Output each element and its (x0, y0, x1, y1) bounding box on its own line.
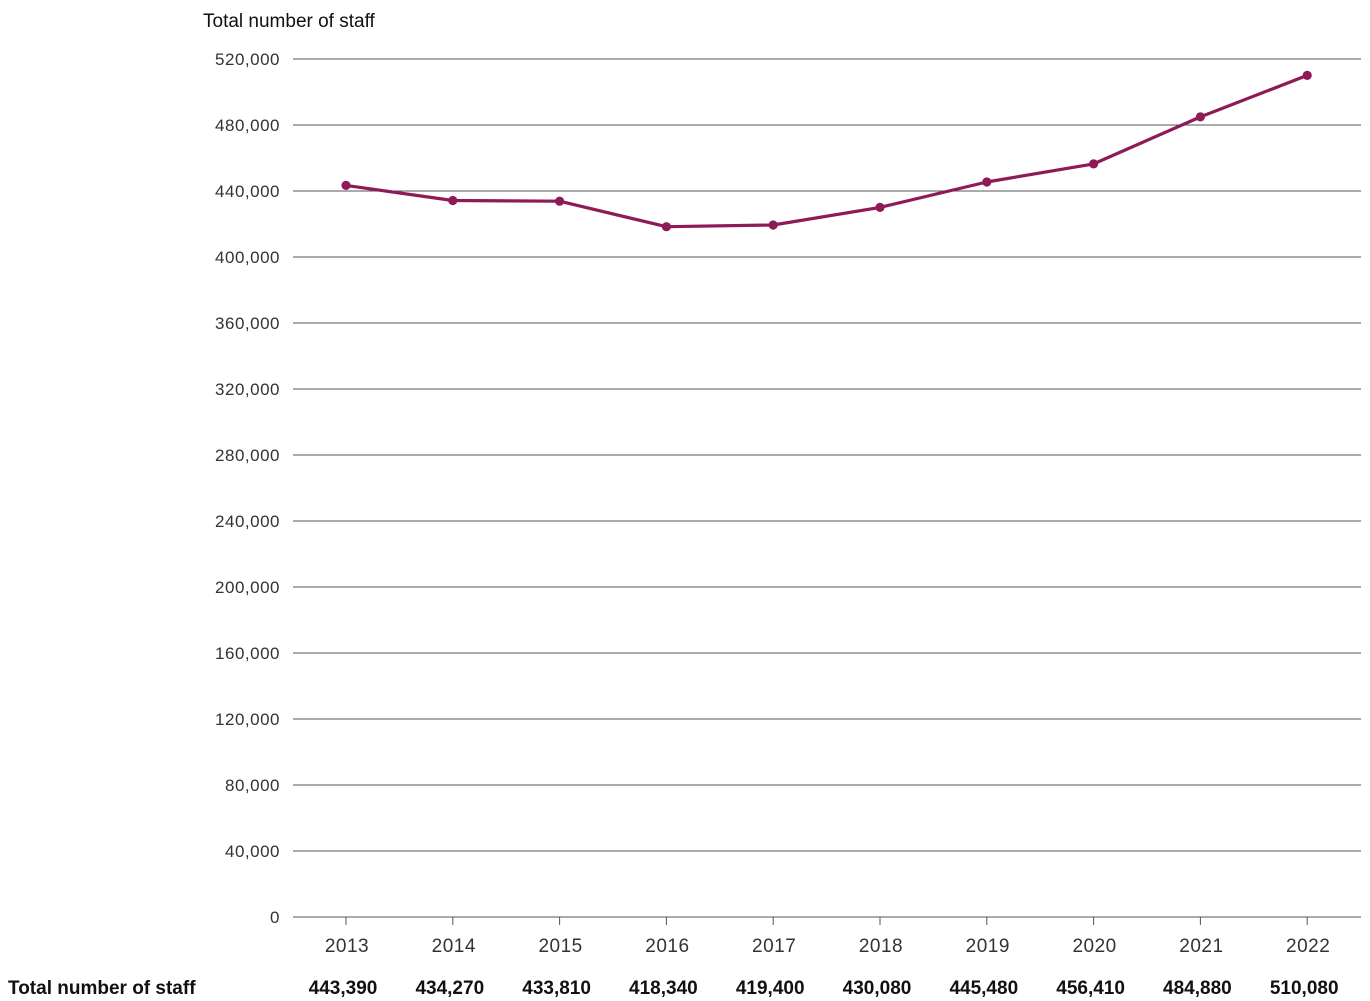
data-point (875, 202, 885, 212)
x-tick-label: 2015 (538, 936, 582, 957)
y-tick-label: 400,000 (215, 248, 280, 267)
x-tick-label: 2017 (752, 936, 796, 957)
y-tick-label: 520,000 (215, 50, 280, 69)
y-tick-label: 280,000 (215, 446, 280, 465)
table-value: 433,810 (522, 978, 591, 999)
y-axis-title: Total number of staff (203, 11, 376, 32)
data-point (448, 195, 458, 206)
table-value: 445,480 (949, 978, 1018, 999)
x-tick-label: 2016 (645, 936, 689, 957)
x-tick-label: 2020 (1072, 936, 1116, 957)
x-tick-label: 2022 (1286, 936, 1330, 957)
gridlines (293, 58, 1361, 852)
y-tick-label: 480,000 (215, 116, 280, 135)
x-tick-label: 2018 (859, 936, 903, 957)
table-value: 419,400 (736, 978, 805, 999)
data-point (1302, 70, 1312, 80)
data-point (1089, 159, 1099, 169)
table-value: 418,340 (629, 978, 698, 999)
table-value: 456,410 (1056, 978, 1125, 999)
data-table: Total number of staff 443,390 434,270 433,… (8, 978, 1339, 999)
y-tick-label: 160,000 (215, 644, 280, 663)
table-value: 434,270 (415, 978, 484, 999)
y-tick-label: 80,000 (225, 776, 280, 795)
table-value: 430,080 (843, 978, 912, 999)
y-axis-ticks: 0 40,000 80,000 120,000 160,000 200,000 240,00… (215, 50, 280, 927)
y-tick-label: 320,000 (215, 380, 280, 399)
data-point (768, 220, 778, 230)
x-axis: 2013 2014 2015 2016 2017 2018 2019 2020 2021 2022 (293, 916, 1361, 957)
table-row-label: Total number of staff (8, 978, 196, 999)
data-point (661, 222, 672, 232)
x-tick-label: 2019 (966, 936, 1010, 957)
table-value: 510,080 (1270, 978, 1339, 999)
y-tick-label: 120,000 (215, 710, 280, 729)
table-value: 443,390 (309, 978, 378, 999)
data-point (341, 180, 351, 190)
x-tick-label: 2021 (1179, 936, 1223, 957)
data-point (1195, 112, 1205, 122)
y-tick-label: 0 (270, 908, 280, 927)
y-tick-label: 240,000 (215, 512, 280, 531)
series-group (341, 70, 1312, 232)
table-value: 484,880 (1163, 978, 1232, 999)
x-tick-label: 2013 (325, 936, 369, 957)
series-line (344, 73, 1309, 229)
y-tick-label: 440,000 (215, 182, 280, 201)
y-tick-label: 40,000 (225, 842, 280, 861)
data-point (555, 196, 565, 206)
y-tick-label: 200,000 (215, 578, 280, 597)
x-tick-label: 2014 (432, 936, 476, 957)
y-tick-label: 360,000 (215, 314, 280, 333)
data-point (982, 177, 992, 187)
